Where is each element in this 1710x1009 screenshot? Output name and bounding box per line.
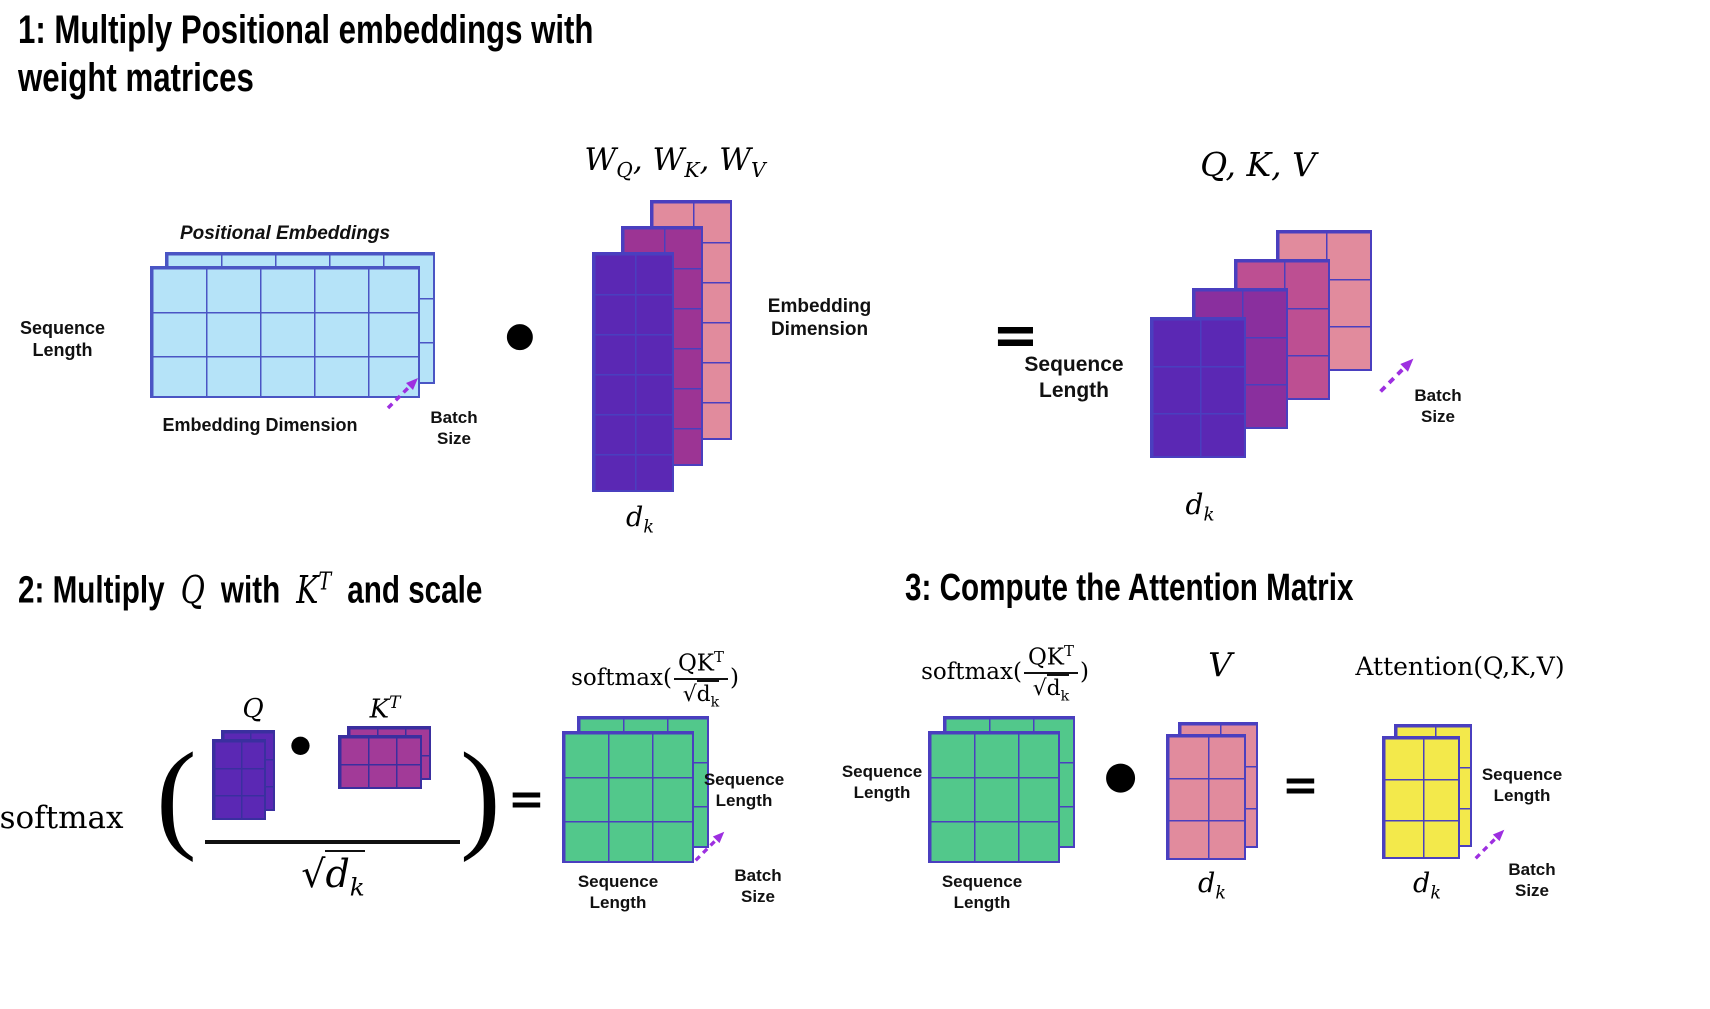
section3-title: 3: Compute the Attention Matrix [905, 567, 1354, 609]
batch-size-arrow-icon [1379, 358, 1414, 393]
formula-numerator: QKT [673, 648, 728, 680]
fraction-bar [205, 840, 460, 844]
equals-operator: = [1282, 760, 1319, 811]
scores-sequence-length-left: Sequence Length [841, 762, 923, 802]
batch-size-arrow-icon [386, 378, 418, 410]
section2-title: 2: Multiply Q with KT and scale [18, 566, 483, 612]
softmax-text: softmax [0, 800, 124, 836]
formula-suffix: ) [729, 665, 739, 691]
scores-sequence-length-right: Sequence Length [703, 770, 785, 810]
formula-prefix: softmax( [571, 665, 672, 691]
weights-dk-label: dk [626, 502, 654, 538]
v-dk-label: dk [1198, 868, 1226, 904]
qkv-batch-size-label: Batch Size [1414, 386, 1462, 426]
embedding-dimension-label: Embedding Dimension [162, 415, 358, 435]
softmax-formula-label: softmax(QKT √dk) [890, 642, 1120, 704]
weight-matrices [592, 200, 732, 492]
formula-denominator: √dk [682, 679, 720, 711]
dot-operator: ● [290, 730, 311, 758]
attention-sequence-length-right: Sequence Length [1481, 765, 1563, 805]
qkv-dk-label: dk [1185, 488, 1215, 526]
qkv-matrices [1150, 230, 1372, 458]
positional-embeddings-label: Positional Embeddings [179, 223, 391, 244]
equals-operator: = [992, 303, 1039, 368]
attention-batch-size-label: Batch Size [1508, 860, 1556, 900]
section1-title: 1: Multiply Positional embeddings with w… [18, 8, 594, 100]
attention-matrix [1382, 724, 1472, 859]
sequence-length-label: Sequence Length [19, 318, 106, 360]
kt-label: KT [369, 692, 401, 725]
sqrt-dk-label: √dk [301, 850, 365, 902]
batch-size-arrow-icon [1474, 829, 1505, 860]
batch-size-arrow-icon [694, 831, 725, 862]
positional-embeddings-matrix [150, 252, 435, 398]
scores-matrix [562, 716, 709, 863]
scores-sequence-length-bottom: Sequence Length [941, 872, 1023, 912]
formula-numerator: QKT [1023, 642, 1078, 674]
dot-operator: ● [505, 315, 535, 355]
formula-prefix: softmax( [921, 659, 1022, 685]
weights-embedding-dimension-label: Embedding Dimension [767, 296, 872, 341]
attention-title: Attention(Q,K,V) [1355, 652, 1565, 681]
close-paren: ) [460, 728, 501, 863]
formula-suffix: ) [1079, 659, 1089, 685]
kt-matrix [338, 726, 431, 789]
dot-operator: ● [1104, 753, 1138, 797]
open-paren: ( [156, 728, 197, 863]
scores-batch-size-label: Batch Size [734, 866, 782, 906]
batch-size-label: Batch Size [430, 408, 478, 448]
scores-sequence-length-bottom: Sequence Length [577, 872, 659, 912]
v-matrix [1166, 722, 1258, 860]
qkv-sequence-length-label: Sequence Length [1024, 353, 1124, 402]
formula-denominator: √dk [1032, 673, 1070, 705]
scores-matrix [928, 716, 1075, 863]
weights-title: WQ, WK, WV [584, 142, 766, 183]
softmax-formula-label: softmax(QKT √dk) [540, 648, 770, 710]
equals-operator: = [508, 774, 545, 825]
qkv-title: Q, K, V [1200, 145, 1316, 184]
v-title: V [1208, 645, 1232, 684]
attention-dk-label: dk [1413, 868, 1441, 904]
q-matrix [212, 730, 275, 820]
q-label: Q [242, 694, 264, 724]
